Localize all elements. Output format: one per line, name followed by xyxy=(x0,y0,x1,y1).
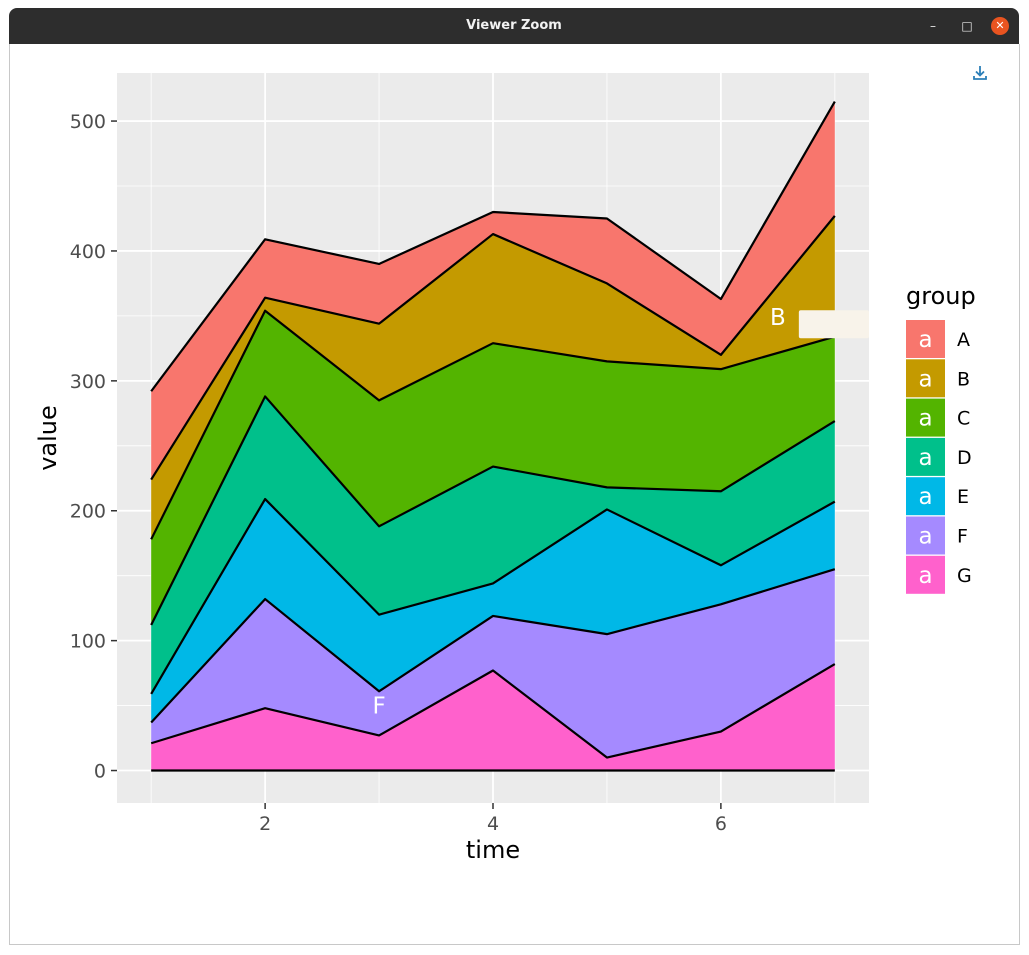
legend-label-D: D xyxy=(957,447,972,469)
hover-tooltip xyxy=(798,310,869,339)
legend: group a Aa Ba Ca Da Ea Fa G xyxy=(906,282,976,594)
legend-key-E xyxy=(906,477,945,516)
series-outlines xyxy=(150,101,836,772)
legend-key-glyph: a xyxy=(918,445,932,471)
x-axis-ticks: 2 4 6 xyxy=(259,803,727,835)
legend-key-B xyxy=(906,359,945,398)
outline-E xyxy=(150,497,836,695)
window-titlebar: Viewer Zoom – □ ✕ xyxy=(9,8,1019,44)
y-tick-label: 300 xyxy=(70,371,106,393)
area-B xyxy=(151,215,835,540)
close-button[interactable]: ✕ xyxy=(991,17,1009,35)
legend-label-F: F xyxy=(957,526,968,548)
outline-G xyxy=(150,663,836,759)
area-D xyxy=(151,396,835,694)
y-axis-ticks: 0 100 200 300 400 500 xyxy=(70,111,117,783)
y-tick-label: 200 xyxy=(70,501,106,523)
area-A xyxy=(151,101,835,480)
legend-label-E: E xyxy=(957,486,969,508)
area-layers xyxy=(151,101,835,771)
legend-label-C: C xyxy=(957,408,970,430)
area-F xyxy=(151,569,835,758)
y-axis-label: value xyxy=(34,405,62,471)
legend-label-B: B xyxy=(957,368,970,390)
outline-F xyxy=(150,568,836,724)
legend-key-glyph: a xyxy=(918,406,932,432)
area-E xyxy=(151,499,835,723)
annotation-label: B xyxy=(770,305,786,331)
annotation-label: F xyxy=(372,694,385,720)
minimize-button[interactable]: – xyxy=(930,19,936,33)
y-tick-label: 100 xyxy=(70,631,106,653)
legend-title: group xyxy=(906,282,976,310)
area-C xyxy=(151,310,835,626)
x-tick-label: 2 xyxy=(259,813,271,835)
window-title: Viewer Zoom xyxy=(466,18,562,33)
legend-key-G xyxy=(906,555,945,594)
annotations: FB xyxy=(372,305,869,720)
outline-B xyxy=(150,215,836,481)
y-tick-label: 500 xyxy=(70,111,106,133)
y-tick-label: 0 xyxy=(94,761,106,783)
legend-key-glyph: a xyxy=(918,484,932,510)
x-axis-label: time xyxy=(466,836,520,864)
legend-key-F xyxy=(906,516,945,555)
legend-label-G: G xyxy=(957,565,972,587)
download-icon-glyph xyxy=(973,66,987,80)
area-G xyxy=(151,664,835,771)
download-icon[interactable] xyxy=(971,64,989,82)
legend-key-glyph: a xyxy=(918,366,932,392)
outline-C xyxy=(150,309,836,540)
legend-key-glyph: a xyxy=(918,327,932,353)
legend-key-glyph: a xyxy=(918,524,932,550)
legend-key-glyph: a xyxy=(918,563,932,589)
y-tick-label: 400 xyxy=(70,241,106,263)
legend-key-A xyxy=(906,320,945,358)
x-tick-label: 4 xyxy=(487,813,499,835)
maximize-button[interactable]: □ xyxy=(961,19,973,33)
legend-key-D xyxy=(906,437,945,476)
legend-key-C xyxy=(906,398,945,437)
outline-A xyxy=(150,101,836,392)
outline-D xyxy=(150,395,836,626)
x-tick-label: 6 xyxy=(715,813,727,835)
legend-label-A: A xyxy=(957,329,970,351)
